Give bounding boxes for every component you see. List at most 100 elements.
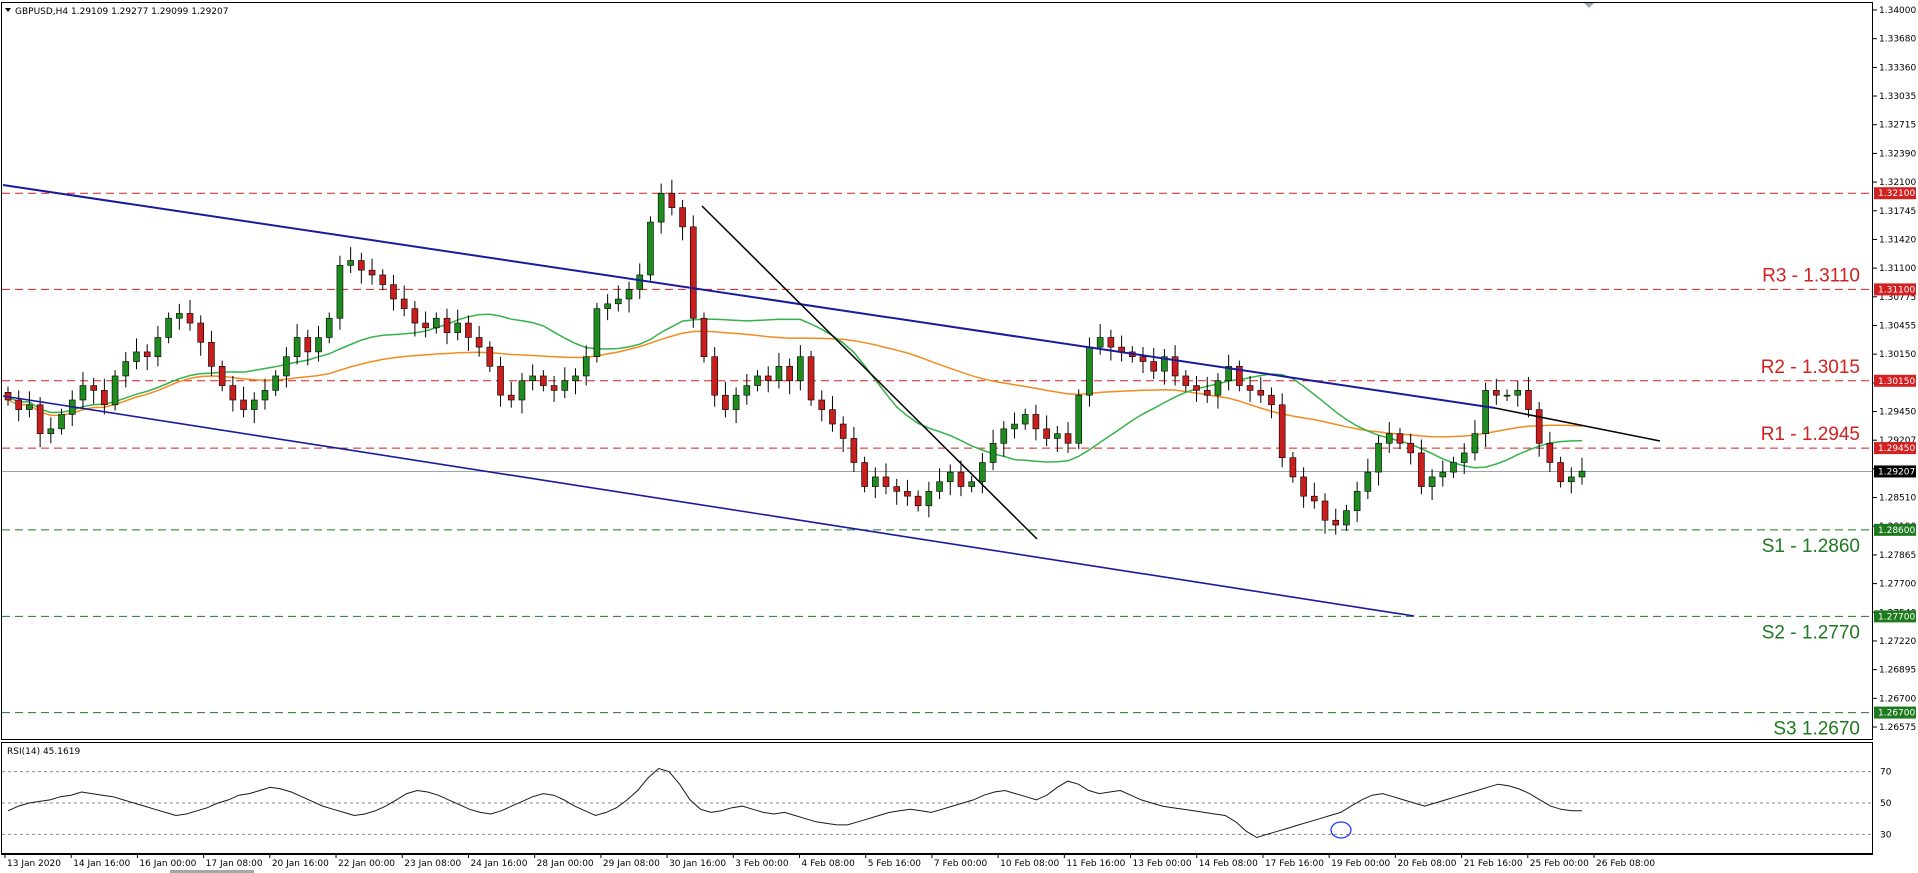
level-tag [1874,187,1916,200]
price-tick-label: 1.30150 [1879,350,1916,360]
time-tick-label: 22 Jan 00:00 [338,859,395,869]
channel-upper-line [2,184,1496,409]
candle-body [111,375,119,406]
candle-body [1375,442,1382,473]
candle-body [989,442,997,463]
moving-average-fast [7,313,1583,469]
price-tick-label: 1.34000 [1879,6,1916,16]
candle-body [1139,356,1147,362]
candle-body [1321,500,1329,521]
candle-body [968,481,975,487]
candle-body [1364,471,1372,492]
candle-body [1300,476,1307,497]
candle-body [1289,457,1297,478]
candle-body [1000,428,1008,444]
candle-body [743,385,751,396]
time-tick-label: 13 Jan 2020 [7,859,61,869]
level-tag-label: 1.29450 [1878,444,1915,454]
candle-body [754,375,761,386]
current-price-tag [1874,465,1916,478]
rsi-tick-label: 70 [1880,768,1892,778]
moving-averages [7,313,1583,469]
level-tag [1874,706,1916,719]
candle-body [1225,366,1232,382]
candle-body [732,394,740,410]
time-scroll-marker[interactable] [170,870,254,873]
price-tick-label: 1.27865 [1879,551,1916,561]
price-tick-label: 1.30775 [1879,293,1916,303]
candle-body [1557,462,1564,483]
price-tick-label: 1.26575 [1879,723,1916,733]
rsi-pane-frame [1,742,1873,854]
candle-body [58,414,65,430]
candle-body [250,399,258,410]
candle-body [839,423,847,439]
candle-body [550,385,558,391]
candle-body [561,380,569,391]
price-tick-label: 1.33360 [1879,63,1916,73]
level-label-s2: S2 - 1.2770 [1762,622,1860,643]
candle-body [208,341,215,367]
candle-body [1439,471,1447,478]
candle-body [1268,394,1275,406]
rsi-line [7,767,1582,839]
candle-body [689,226,697,319]
candle-body [1353,491,1361,511]
time-tick-label: 24 Jan 16:00 [470,859,527,869]
channel-extension-line [1494,407,1661,442]
level-tag-label: 1.32100 [1878,189,1915,199]
candle-body [272,375,279,391]
candle-body [957,471,965,487]
candle-body [775,366,783,382]
candle-body [711,356,718,396]
candle-body [379,274,387,285]
candle-body [358,260,365,271]
level-tag-label: 1.30150 [1878,377,1915,387]
candle-body [390,284,397,300]
candle-body [1021,414,1029,425]
price-tick-label: 1.32715 [1879,121,1916,131]
price-tick-label: 1.33680 [1879,35,1916,45]
candle-body [1236,366,1243,386]
level-tag-label: 1.27700 [1878,612,1915,622]
candle-body [1043,428,1050,439]
candle-body [1385,433,1393,444]
time-tick-label: 4 Feb 08:00 [802,859,856,869]
price-tick-label: 1.31745 [1879,207,1916,217]
time-tick-label: 20 Feb 08:00 [1397,859,1456,869]
price-tick-label: 1.29207 [1879,436,1916,446]
main-pane-frame [1,2,1873,740]
candle-body [914,495,922,507]
candle-body [15,399,23,410]
candle-body [1396,433,1404,444]
candle-body [850,438,858,463]
candle-body [882,476,890,487]
time-tick-label: 11 Feb 16:00 [1066,859,1125,869]
price-tick-label: 1.29450 [1879,408,1916,418]
rsi-tick-label: 50 [1880,799,1892,809]
time-tick-label: 14 Feb 08:00 [1199,859,1258,869]
candle-body [1567,476,1575,483]
time-axis: 13 Jan 2020 14 Jan 16:00 16 Jan 00:00 17 Ja… [4,854,1655,869]
candle-body [240,399,247,410]
price-tick-label: 1.27220 [1879,637,1916,647]
candle-body [786,366,793,382]
candle-body [1150,361,1158,372]
candle-body [1525,390,1532,410]
candle-body [593,308,601,358]
candle-body [1311,495,1318,502]
candle-body [1332,519,1340,526]
price-tick-label: 1.26700 [1879,694,1916,704]
candle-body [1460,452,1468,463]
header-triangle-icon[interactable] [5,8,11,12]
candle-body [1418,452,1425,487]
candle-body [604,303,611,309]
candle-body [197,322,205,343]
candle-body [475,337,483,348]
candle-body [1064,433,1072,444]
level-tag [1874,283,1916,296]
candle-body [90,385,97,391]
candle-body [936,481,943,492]
candle-body [657,192,665,223]
scroll-marker-icon[interactable] [1584,3,1594,8]
